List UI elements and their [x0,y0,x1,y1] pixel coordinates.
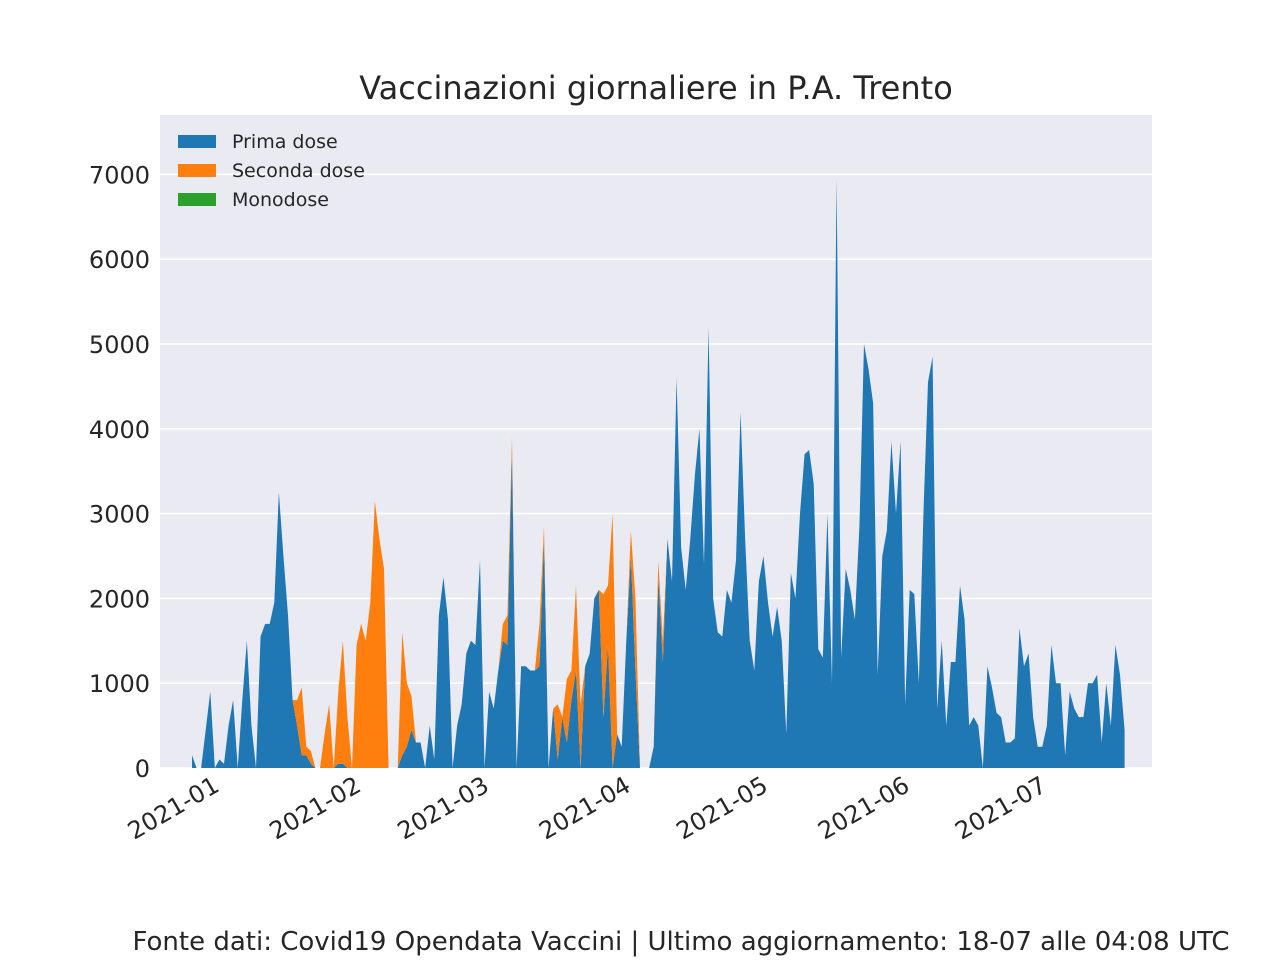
x-tick-label: 2021-02 [265,771,366,845]
legend-label: Seconda dose [232,160,365,182]
y-tick-label: 1000 [89,670,150,698]
y-tick-label: 4000 [89,416,150,444]
y-tick-label: 6000 [89,246,150,274]
x-tick-label: 2021-03 [393,771,494,845]
data-source-footer: Fonte dati: Covid19 Opendata Vaccini | U… [132,927,1229,957]
y-tick-label: 0 [135,755,150,783]
legend: Prima dose Seconda dose Monodose [178,131,365,211]
x-tick-label: 2021-07 [950,771,1051,845]
y-tick-label: 2000 [89,585,150,613]
stacked-areas [192,178,1125,769]
legend-label: Prima dose [232,131,338,153]
y-tick-label: 5000 [89,331,150,359]
legend-label: Monodose [232,189,329,211]
x-tick-label: 2021-05 [672,771,773,845]
x-axis-ticks: 2021-01 2021-02 2021-03 2021-04 2021-05 2021-… [123,771,1051,845]
series-area-prima-dose [192,178,1125,769]
legend-swatch [178,135,216,148]
y-tick-label: 7000 [89,161,150,189]
legend-swatch [178,193,216,206]
legend-swatch [178,164,216,177]
chart-title: Vaccinazioni giornaliere in P.A. Trento [359,69,953,107]
x-tick-label: 2021-04 [534,771,635,845]
y-tick-label: 3000 [89,501,150,529]
y-axis-ticks: 0 1000 2000 3000 4000 5000 6000 7000 [89,161,150,783]
x-tick-label: 2021-06 [813,771,914,845]
